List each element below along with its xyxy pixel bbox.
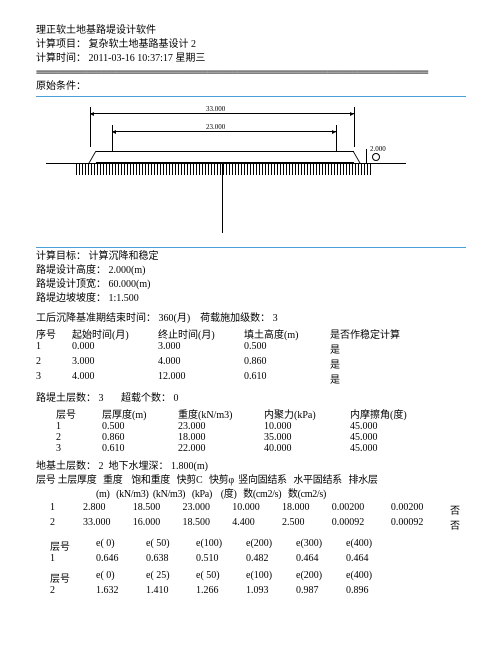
time-label: 计算时间： — [36, 53, 86, 64]
table-header-row: 层号 层厚度(m) 重度(kN/m3) 内聚力(kPa) 内摩擦角(度) — [56, 406, 413, 421]
project-value: 复杂软土地基路基设计 2 — [89, 39, 197, 50]
time-line: 计算时间： 2011-03-16 10:37:17 星期三 — [36, 52, 466, 66]
project-line: 计算项目： 复杂软土地基路基设计 2 — [36, 38, 466, 52]
foundation-hatch — [76, 163, 372, 175]
calc-goal: 计算目标： 计算沉降和稳定 — [36, 250, 466, 264]
table-header-row: 层号 e( 0) e( 50) e(100) e(200) e(300) e(4… — [50, 538, 378, 553]
embankment-shape — [96, 151, 354, 163]
foundation-units: (m) (kN/m3) (kN/m3) (kPa) (度) 数(cm2/s) 数… — [96, 488, 466, 502]
dim-bar-top — [90, 113, 354, 114]
embankment-table: 层号 层厚度(m) 重度(kN/m3) 内聚力(kPa) 内摩擦角(度) 10.… — [56, 406, 413, 454]
table-row: 30.61022.00040.00045.000 — [56, 443, 413, 454]
table-row: 34.00012.0000.610是 — [36, 371, 406, 386]
dim-label-top: 33.000 — [206, 105, 225, 113]
foundation-table: 1 2.800 18.500 23.000 10.000 18.000 0.00… — [50, 502, 466, 532]
e-table-2: 层号 e( 0) e( 25) e( 50) e(100) e(200) e(4… — [50, 570, 378, 596]
dim-tick — [354, 107, 355, 147]
dim-tick — [336, 125, 337, 151]
table-row: 23.0004.0000.860是 — [36, 356, 406, 371]
design-width: 路堤设计顶宽： 60.000(m) — [36, 278, 466, 292]
settlement-header: 工后沉降基准期结束时间： 360(月) 荷载施加级数： 3 — [36, 312, 466, 326]
cross-section-diagram: 33.000 23.000 2.000 — [36, 101, 466, 241]
original-conditions: 原始条件： — [36, 80, 466, 94]
time-value: 2011-03-16 10:37:17 星期三 — [89, 53, 206, 64]
dim-tick — [112, 125, 113, 151]
marker-circle — [372, 153, 380, 161]
embankment-layers-line: 路堤土层数： 3 超载个数： 0 — [36, 392, 466, 406]
e-table-1: 层号 e( 0) e( 50) e(100) e(200) e(300) e(4… — [50, 538, 378, 564]
dim-bar-bottom — [112, 131, 336, 132]
dim-label-bottom: 23.000 — [206, 123, 225, 131]
slope: 路堤边坡坡度： 1:1.500 — [36, 292, 466, 306]
separator: ========================================… — [36, 66, 466, 80]
table-row: 20.86018.00035.00045.000 — [56, 432, 413, 443]
table-header-row: 层号 e( 0) e( 25) e( 50) e(100) e(200) e(4… — [50, 570, 378, 585]
foundation-header: 层号 土层厚度 重度 饱和重度 快剪C 快剪φ 竖向固结系 水平固结系 排水层 — [36, 474, 466, 488]
settlement-table: 序号 起始时间(月) 终止时间(月) 填土高度(m) 是否作稳定计算 10.00… — [36, 326, 406, 386]
table-row: 2 33.000 16.000 18.500 4.400 2.500 0.000… — [50, 517, 466, 532]
foundation-layers-line: 地基土层数： 2 地下水埋深： 1.800(m) — [36, 460, 466, 474]
table-row: 1 0.646 0.638 0.510 0.482 0.464 0.464 — [50, 553, 378, 564]
height-tick — [366, 149, 367, 163]
table-row: 10.0003.0000.500是 — [36, 341, 406, 356]
table-row: 10.50023.00010.00045.000 — [56, 421, 413, 432]
table-row: 2 1.632 1.410 1.266 1.093 0.987 0.896 — [50, 585, 378, 596]
diagram-bottom-rule — [36, 247, 466, 248]
project-label: 计算项目： — [36, 39, 86, 50]
table-header-row: 序号 起始时间(月) 终止时间(月) 填土高度(m) 是否作稳定计算 — [36, 326, 406, 341]
height-label: 2.000 — [370, 145, 386, 153]
table-row: 1 2.800 18.500 23.000 10.000 18.000 0.00… — [50, 502, 466, 517]
design-height: 路堤设计高度： 2.000(m) — [36, 264, 466, 278]
centerline — [222, 163, 223, 233]
software-title: 理正软土地基路堤设计软件 — [36, 24, 466, 38]
diagram-top-rule — [36, 96, 466, 97]
